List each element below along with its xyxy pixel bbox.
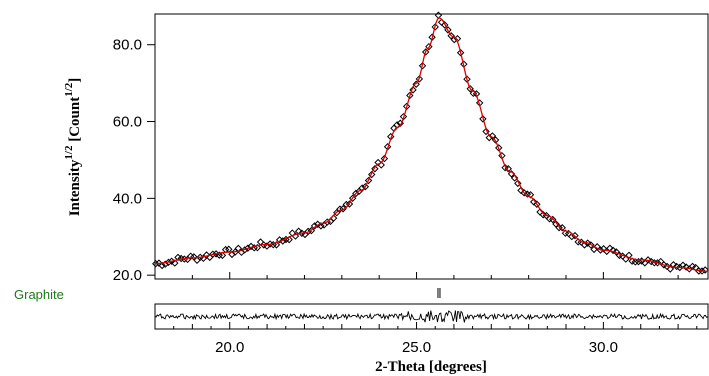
observed-point bbox=[666, 265, 674, 273]
observed-point bbox=[425, 42, 433, 51]
y-tick-label: 40.0 bbox=[113, 190, 142, 207]
observed-point bbox=[244, 244, 252, 252]
phase-label-graphite: Graphite bbox=[14, 287, 64, 302]
observed-point bbox=[580, 241, 589, 249]
observed-point bbox=[514, 179, 522, 188]
observed-point bbox=[364, 176, 373, 185]
y-axis-title-base: Intensity bbox=[67, 159, 83, 216]
observed-point bbox=[644, 256, 652, 264]
observed-point bbox=[549, 215, 557, 224]
observed-point bbox=[682, 263, 690, 271]
observed-point bbox=[463, 75, 471, 83]
observed-point bbox=[441, 21, 449, 29]
y-axis: 20.0 40.0 60.0 80.0 bbox=[113, 37, 155, 284]
observed-point bbox=[482, 127, 490, 136]
observed-point bbox=[456, 49, 465, 57]
observed-point bbox=[431, 23, 439, 31]
observed-point bbox=[529, 198, 538, 206]
observed-point bbox=[406, 91, 414, 100]
observed-point bbox=[333, 208, 341, 217]
x-axis-title: 2-Theta [degrees] bbox=[375, 359, 487, 375]
y-axis-title-sup: 1/2 bbox=[63, 145, 75, 160]
phase-markers bbox=[437, 288, 441, 298]
observed-point bbox=[495, 144, 503, 152]
observed-point bbox=[155, 259, 163, 267]
observed-point bbox=[374, 158, 382, 167]
observed-point bbox=[418, 62, 427, 70]
observed-point bbox=[466, 85, 474, 93]
x-axis: 20.0 25.0 30.0 bbox=[173, 322, 698, 356]
observed-point bbox=[510, 174, 519, 182]
observed-point bbox=[218, 251, 227, 260]
difference-plot-area bbox=[154, 310, 708, 323]
y-axis-title-unit: [Count bbox=[67, 97, 83, 146]
main-plot-frame bbox=[154, 13, 709, 280]
observed-point bbox=[447, 32, 455, 40]
observed-point bbox=[348, 194, 357, 202]
observed-point bbox=[152, 259, 160, 268]
observed-point bbox=[603, 247, 611, 256]
observed-point bbox=[415, 75, 424, 83]
observed-point bbox=[434, 11, 443, 19]
observed-point bbox=[307, 226, 316, 235]
x-axis-ticks-main bbox=[191, 272, 679, 279]
observed-point bbox=[552, 220, 560, 228]
observed-point bbox=[517, 186, 525, 195]
y-axis-title: Intensity1/2 [Count1/2] bbox=[63, 78, 83, 217]
observed-point bbox=[202, 251, 211, 259]
observed-point bbox=[634, 257, 643, 266]
x-tick-label: 30.0 bbox=[589, 339, 618, 356]
observed-point bbox=[422, 48, 430, 56]
observed-point bbox=[368, 170, 376, 179]
observed-point bbox=[412, 80, 420, 88]
observed-point bbox=[622, 255, 630, 263]
observed-point bbox=[444, 26, 452, 34]
observed-point bbox=[380, 154, 389, 163]
observed-point bbox=[158, 261, 166, 270]
observed-point bbox=[488, 132, 497, 140]
observed-point bbox=[171, 259, 179, 267]
x-tick-label: 25.0 bbox=[402, 339, 431, 356]
difference-curve bbox=[154, 310, 708, 323]
x-tick-label: 20.0 bbox=[215, 339, 244, 356]
observed-point bbox=[631, 258, 640, 266]
y-tick-label: 20.0 bbox=[113, 267, 142, 284]
observed-point bbox=[698, 267, 706, 275]
observed-point bbox=[314, 220, 322, 228]
observed-point bbox=[526, 191, 535, 199]
observed-point bbox=[371, 165, 379, 173]
main-plot-area bbox=[152, 11, 709, 275]
observed-point bbox=[345, 200, 354, 208]
observed-point bbox=[336, 205, 344, 213]
observed-point bbox=[361, 183, 370, 191]
observed-point bbox=[323, 218, 331, 226]
y-tick-label: 60.0 bbox=[113, 114, 142, 131]
fit-curve bbox=[155, 17, 708, 272]
observed-point bbox=[209, 250, 217, 258]
observed-point bbox=[533, 200, 541, 208]
y-tick-label: 80.0 bbox=[113, 37, 142, 54]
observed-point bbox=[701, 266, 709, 274]
observed-point bbox=[479, 115, 487, 123]
observed-point bbox=[409, 86, 417, 94]
observed-point bbox=[279, 237, 287, 245]
observed-point bbox=[568, 232, 576, 241]
y-axis-title-close: ] bbox=[67, 78, 83, 83]
y-axis-title-unit-sup: 1/2 bbox=[63, 82, 75, 97]
observed-point bbox=[310, 222, 319, 230]
